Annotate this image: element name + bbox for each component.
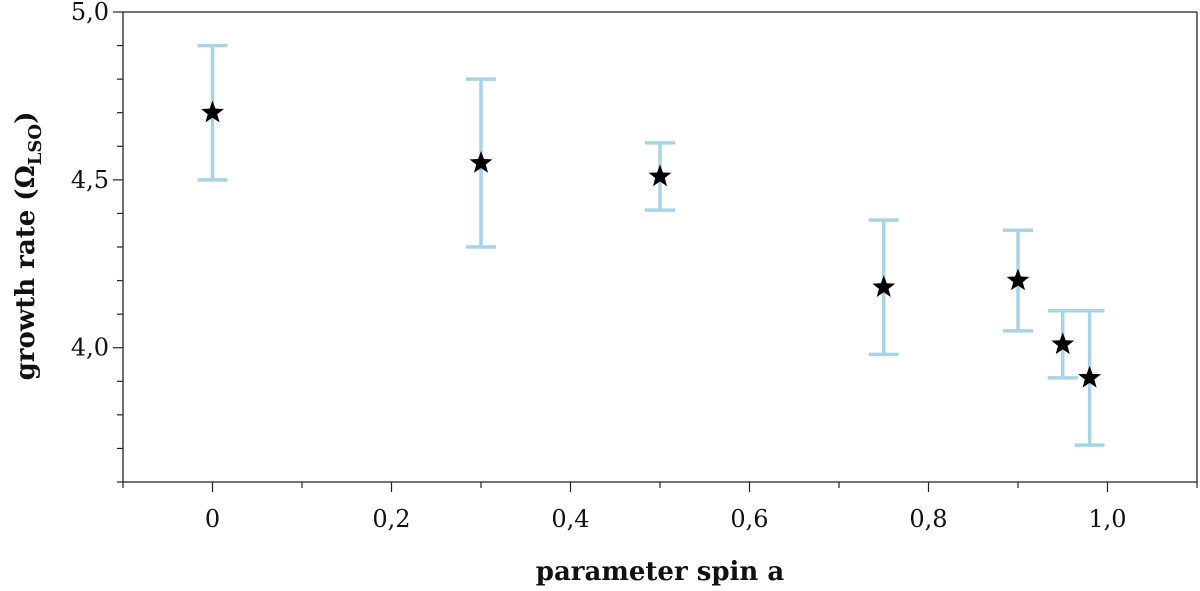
- x-tick-label: 0: [205, 505, 220, 533]
- y-tick-label: 4,0: [71, 334, 109, 362]
- x-axis-title: parameter spin a: [536, 557, 785, 587]
- x-tick-label: 0,8: [909, 505, 947, 533]
- y-tick-label: 5,0: [71, 0, 109, 26]
- y-tick-label: 4,5: [71, 166, 109, 194]
- y-axis-title-main: growth rate (Ω: [11, 165, 41, 380]
- y-axis-ticks: 4,0 4,5 5,0: [71, 0, 123, 483]
- x-axis-ticks: 0 0,2 0,4 0,6 0,8 1,0: [122, 482, 1198, 533]
- error-bars: [197, 43, 1105, 447]
- star-marker: [648, 164, 672, 187]
- star-marker: [1051, 332, 1075, 355]
- data-markers: [201, 100, 1102, 388]
- star-marker: [1078, 365, 1102, 388]
- star-marker: [1006, 268, 1030, 291]
- star-marker: [872, 275, 896, 297]
- x-tick-label: 0,2: [372, 505, 410, 533]
- y-axis-title-close: ): [11, 112, 41, 124]
- star-marker: [201, 100, 224, 123]
- y-axis-title-subscript: LSO: [25, 124, 46, 165]
- star-marker: [469, 151, 493, 173]
- x-tick-label: 1,0: [1088, 505, 1126, 533]
- plot-frame: [122, 11, 1198, 483]
- x-tick-label: 0,6: [730, 505, 768, 533]
- y-axis-title: growth rate (ΩLSO): [11, 112, 46, 381]
- x-tick-label: 0,4: [551, 505, 589, 533]
